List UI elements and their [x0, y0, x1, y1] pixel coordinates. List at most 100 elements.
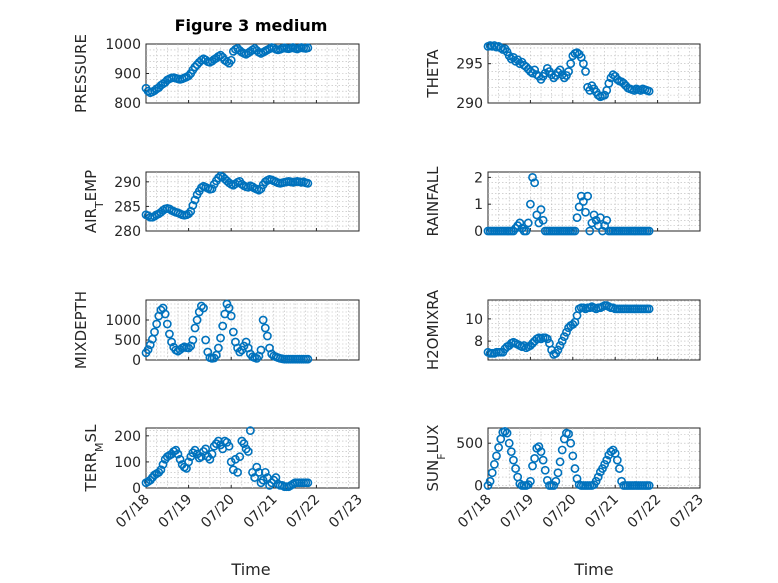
- subplot-air-temp: 280 285 290 AIRTEMP: [82, 170, 360, 240]
- data-point: [538, 455, 548, 465]
- x-tick-label: 07/21: [582, 492, 622, 532]
- data-point: [199, 303, 208, 313]
- data-point: [606, 447, 616, 457]
- data-point: [644, 86, 654, 96]
- data-point: [602, 215, 612, 225]
- data-point: [152, 319, 162, 329]
- figure-title: Figure 3 medium: [175, 16, 328, 35]
- data-point: [644, 481, 654, 490]
- data-point: [150, 327, 159, 337]
- data-point: [224, 303, 234, 313]
- data-point: [504, 438, 514, 448]
- data-point: [593, 90, 603, 100]
- data-point: [165, 329, 174, 339]
- data-point: [506, 447, 516, 457]
- data-point: [526, 199, 535, 209]
- data-point: [604, 78, 614, 88]
- y-axis-label: TERRMSL: [82, 424, 106, 493]
- data-point: [145, 340, 155, 350]
- data-points: [483, 426, 654, 490]
- x-axis-label-left: Time: [230, 560, 270, 579]
- data-point: [557, 445, 567, 455]
- data-point: [201, 444, 211, 454]
- data-point: [572, 213, 582, 222]
- data-point: [566, 59, 576, 69]
- data-point: [492, 451, 501, 461]
- y-tick-label: 1: [474, 197, 483, 213]
- data-point: [143, 345, 153, 354]
- data-point: [235, 347, 245, 357]
- data-point: [188, 335, 198, 345]
- data-point: [216, 50, 225, 60]
- data-point: [203, 347, 213, 357]
- data-point: [553, 345, 563, 355]
- data-point: [559, 332, 569, 342]
- x-tick-label: 07/21: [241, 492, 281, 532]
- data-point: [644, 304, 654, 314]
- data-point: [254, 467, 264, 477]
- x-tick-label: 07/22: [625, 492, 665, 532]
- y-tick-label: 290: [456, 96, 483, 112]
- data-point: [483, 481, 493, 490]
- data-point: [258, 315, 268, 325]
- y-tick-label: 280: [114, 224, 141, 240]
- data-point: [591, 476, 601, 486]
- data-point: [612, 75, 622, 84]
- y-tick-label: 0: [132, 353, 141, 369]
- data-point: [224, 441, 234, 451]
- data-point: [263, 331, 272, 341]
- data-point: [528, 461, 537, 471]
- x-tick-label: 07/23: [326, 492, 366, 532]
- y-tick-label: 100: [114, 455, 141, 471]
- data-point: [549, 481, 559, 490]
- data-point: [562, 327, 571, 337]
- data-point: [248, 467, 257, 477]
- data-point: [239, 439, 249, 449]
- data-point: [600, 459, 609, 469]
- data-point: [551, 476, 561, 486]
- data-point: [581, 67, 590, 76]
- data-point: [260, 467, 270, 477]
- data-point: [233, 467, 242, 477]
- data-point: [205, 454, 215, 464]
- data-point: [160, 309, 170, 319]
- data-points: [483, 41, 654, 102]
- subplot-mixdepth: 0 500 1000 MIXDEPTH: [72, 291, 360, 369]
- data-point: [615, 464, 624, 473]
- y-axis-label: MIXDEPTH: [72, 291, 90, 369]
- data-point: [579, 59, 588, 69]
- x-tick-label: 07/18: [455, 492, 495, 532]
- data-point: [252, 353, 262, 363]
- y-axis-label: SUNFLUX: [424, 425, 448, 492]
- data-point: [536, 447, 546, 457]
- data-point: [593, 221, 603, 231]
- data-point: [559, 73, 569, 83]
- y-tick-label: 1000: [105, 37, 141, 53]
- data-points: [141, 299, 313, 364]
- data-point: [542, 475, 552, 485]
- data-point: [538, 215, 548, 225]
- data-point: [489, 459, 499, 469]
- data-point: [530, 454, 540, 463]
- data-point: [245, 426, 255, 436]
- y-tick-label: 500: [114, 333, 141, 349]
- data-point: [553, 468, 563, 478]
- data-point: [226, 55, 236, 65]
- data-points: [483, 172, 654, 236]
- x-tick-label: 07/20: [198, 492, 238, 532]
- data-point: [515, 218, 525, 228]
- y-tick-label: 295: [456, 57, 483, 73]
- data-point: [636, 86, 646, 95]
- subplot-terr-msl: 0 100 200 07/18 07/19 07/20 07/21 07/22 07/23 TER…: [82, 424, 366, 531]
- data-point: [207, 184, 217, 194]
- data-point: [207, 449, 217, 459]
- data-point: [184, 209, 193, 219]
- data-points: [141, 171, 313, 222]
- data-point: [600, 221, 609, 231]
- data-point: [218, 321, 228, 331]
- y-tick-label: 900: [114, 67, 141, 83]
- data-points: [483, 301, 654, 359]
- y-axis-label: RAINFALL: [424, 166, 442, 237]
